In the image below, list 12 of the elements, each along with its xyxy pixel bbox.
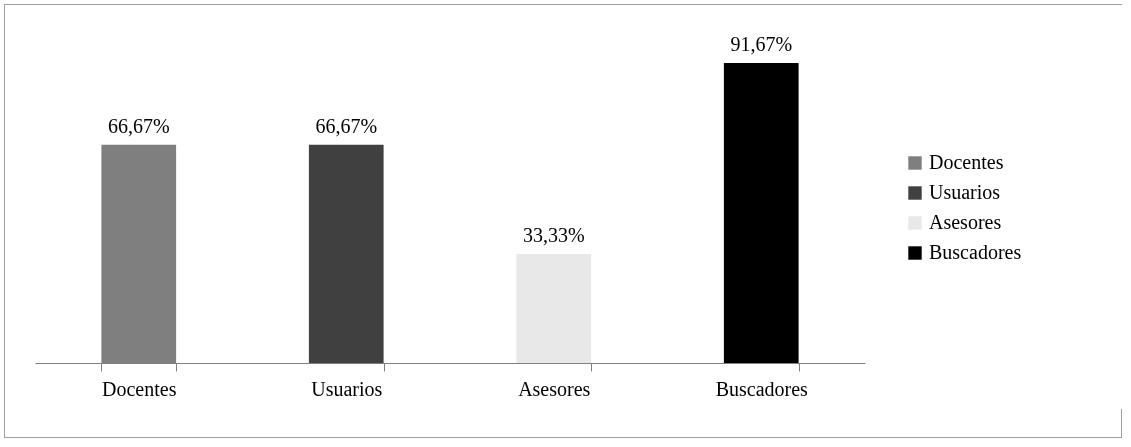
legend-label: Usuarios bbox=[929, 181, 1001, 203]
x-tick-label: Asesores bbox=[518, 377, 591, 400]
legend-label: Docentes bbox=[929, 151, 1004, 173]
x-tick-label: Docentes bbox=[102, 377, 177, 400]
legend-label: Asesores bbox=[929, 211, 1002, 233]
data-label: 91,67% bbox=[730, 33, 793, 55]
x-tick-label: Usuarios bbox=[311, 377, 383, 400]
data-label: 66,67% bbox=[107, 114, 170, 137]
data-label: 33,33% bbox=[522, 223, 585, 246]
data-label: 66,67% bbox=[315, 114, 378, 137]
legend-label: Buscadores bbox=[929, 241, 1022, 263]
x-tick-label: Buscadores bbox=[715, 377, 809, 400]
